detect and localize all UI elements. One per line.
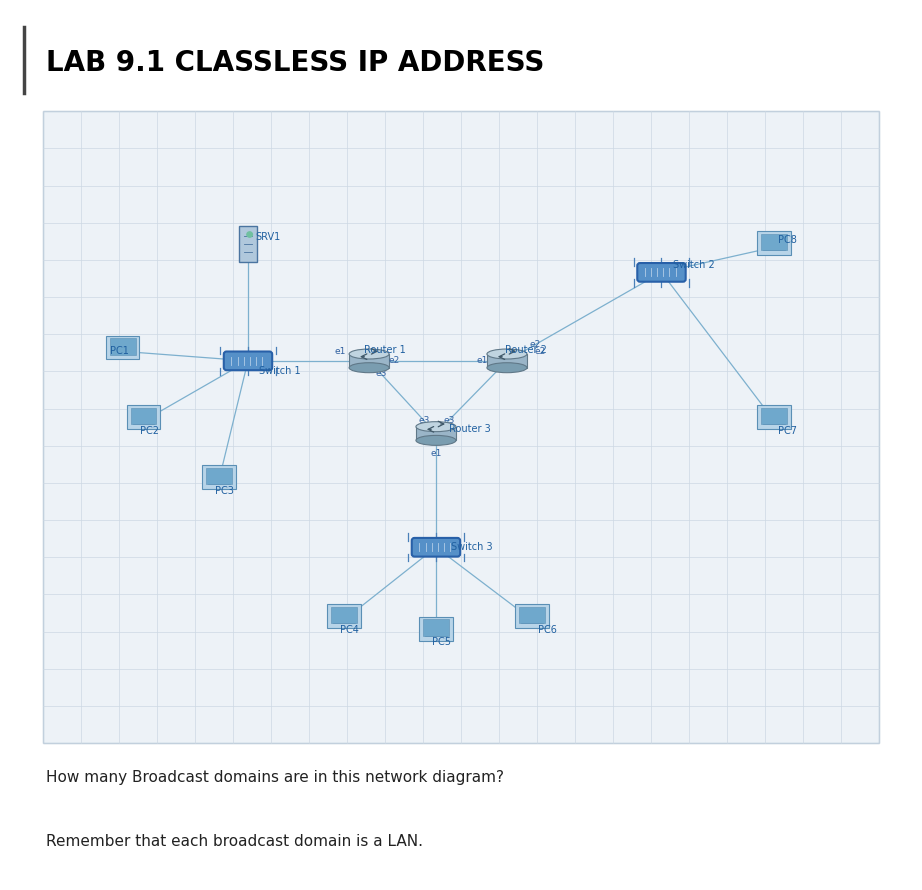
Ellipse shape (487, 349, 527, 359)
Text: e1: e1 (334, 347, 346, 356)
FancyBboxPatch shape (131, 408, 157, 425)
Text: e3: e3 (375, 369, 387, 378)
Text: PC5: PC5 (432, 637, 451, 647)
FancyBboxPatch shape (333, 619, 355, 623)
Text: Router 1: Router 1 (363, 344, 406, 355)
FancyBboxPatch shape (327, 604, 361, 628)
FancyBboxPatch shape (106, 336, 139, 360)
Text: e3: e3 (419, 416, 430, 425)
FancyBboxPatch shape (133, 420, 155, 424)
FancyBboxPatch shape (416, 426, 456, 441)
FancyBboxPatch shape (224, 352, 272, 370)
FancyBboxPatch shape (420, 617, 453, 641)
FancyBboxPatch shape (412, 538, 460, 556)
Text: e2: e2 (388, 356, 399, 366)
Ellipse shape (349, 363, 389, 373)
Ellipse shape (349, 349, 389, 359)
FancyBboxPatch shape (425, 632, 447, 635)
Text: PC1: PC1 (110, 346, 129, 356)
FancyBboxPatch shape (110, 338, 136, 354)
FancyBboxPatch shape (331, 607, 357, 623)
Ellipse shape (487, 363, 527, 373)
FancyBboxPatch shape (763, 420, 786, 424)
Text: e2: e2 (529, 341, 540, 350)
Ellipse shape (416, 422, 456, 432)
Text: Router 3: Router 3 (449, 425, 491, 434)
Text: PC3: PC3 (215, 486, 234, 496)
FancyBboxPatch shape (763, 247, 786, 250)
FancyBboxPatch shape (515, 604, 549, 628)
FancyBboxPatch shape (349, 354, 389, 368)
Ellipse shape (416, 435, 456, 445)
FancyBboxPatch shape (423, 619, 449, 635)
Text: How many Broadcast domains are in this network diagram?: How many Broadcast domains are in this n… (46, 770, 504, 785)
Text: e1: e1 (431, 449, 442, 458)
FancyBboxPatch shape (762, 408, 787, 425)
FancyBboxPatch shape (43, 111, 879, 743)
FancyBboxPatch shape (758, 231, 791, 255)
FancyBboxPatch shape (112, 351, 134, 354)
FancyBboxPatch shape (207, 481, 230, 484)
Text: LAB 9.1 CLASSLESS IP ADDRESS: LAB 9.1 CLASSLESS IP ADDRESS (46, 49, 545, 77)
FancyBboxPatch shape (758, 405, 791, 429)
FancyBboxPatch shape (487, 354, 527, 368)
FancyBboxPatch shape (519, 607, 545, 623)
FancyBboxPatch shape (521, 619, 543, 623)
Text: Switch 1: Switch 1 (259, 366, 301, 376)
FancyBboxPatch shape (762, 234, 787, 250)
Text: PC7: PC7 (778, 425, 797, 435)
Text: SRV1: SRV1 (255, 232, 280, 242)
Text: PC2: PC2 (140, 425, 159, 435)
FancyBboxPatch shape (206, 468, 231, 484)
FancyBboxPatch shape (127, 405, 160, 429)
FancyBboxPatch shape (239, 225, 257, 263)
FancyBboxPatch shape (637, 263, 686, 282)
Text: PC6: PC6 (538, 625, 556, 635)
Text: e2: e2 (535, 347, 546, 356)
Text: e1: e1 (477, 356, 488, 366)
Text: e3: e3 (443, 416, 455, 425)
Text: Switch 3: Switch 3 (451, 542, 492, 553)
Text: Switch 2: Switch 2 (672, 261, 715, 271)
Text: Router 2: Router 2 (505, 344, 547, 355)
FancyBboxPatch shape (202, 465, 235, 489)
Circle shape (247, 232, 253, 237)
Text: Remember that each broadcast domain is a LAN.: Remember that each broadcast domain is a… (46, 834, 423, 849)
Text: PC4: PC4 (340, 625, 360, 635)
Text: PC8: PC8 (778, 235, 797, 245)
